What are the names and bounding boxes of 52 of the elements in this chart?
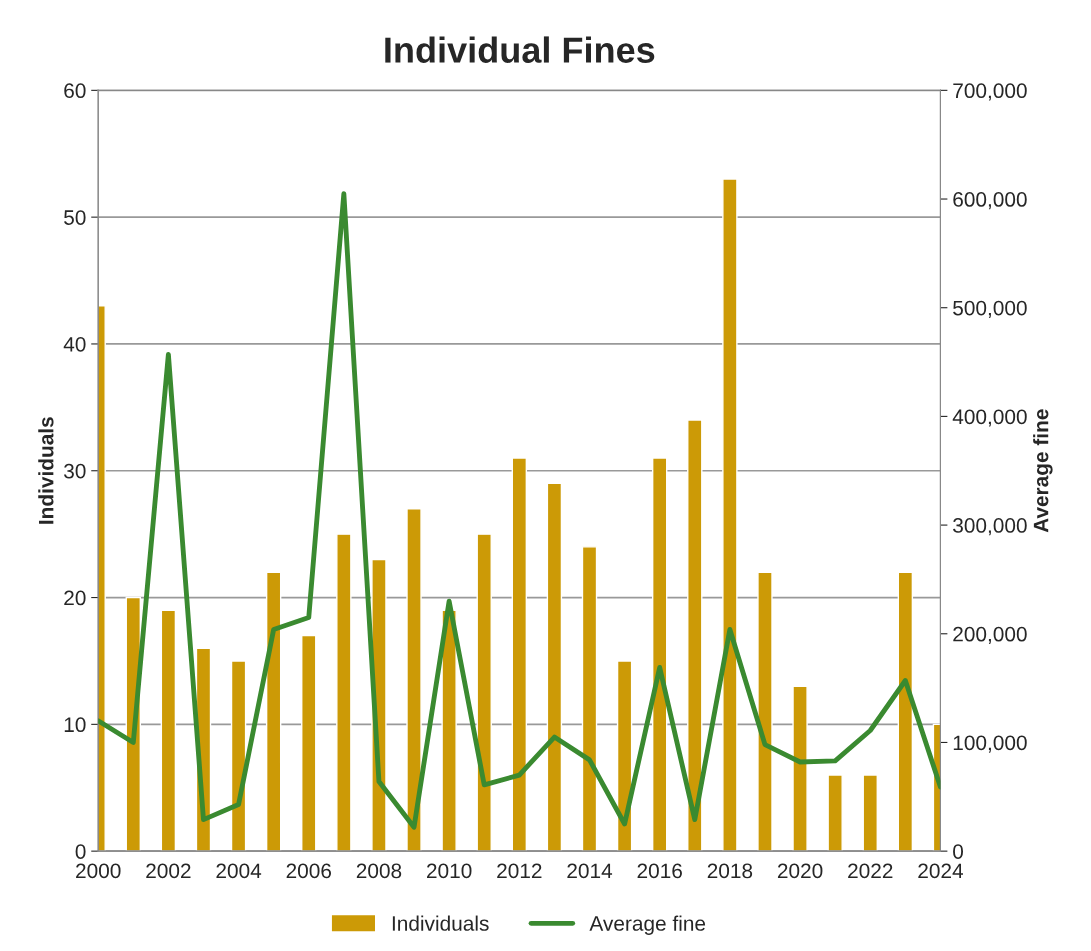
y-tick-label: 50 — [64, 210, 86, 225]
x-tick-label: 2002 — [146, 863, 191, 879]
y-tick-label: 60 — [64, 83, 86, 99]
y2-tick-label: 200,000 — [953, 626, 1027, 644]
bar — [757, 571, 773, 852]
x-tick-label: 2008 — [356, 863, 402, 879]
y-axis-title: Individuals — [38, 417, 54, 524]
bar — [476, 533, 492, 852]
y2-tick-label: 600,000 — [953, 192, 1027, 210]
y2-tick-label: 400,000 — [952, 409, 1027, 427]
bar — [687, 419, 703, 852]
bar — [406, 508, 422, 852]
bar — [301, 634, 317, 852]
x-tick-label: 2004 — [216, 863, 262, 879]
bar — [265, 571, 282, 852]
bar — [651, 457, 668, 852]
x-tick-label: 2024 — [918, 863, 964, 879]
bar — [511, 457, 528, 852]
bar — [160, 609, 177, 852]
y2-tick-label: 300,000 — [953, 518, 1027, 536]
line-series — [98, 191, 941, 830]
bar — [897, 571, 914, 852]
legend-label: Individuals — [392, 915, 489, 931]
y-tick-label: 20 — [64, 590, 86, 606]
y2-tick-label: 700,000 — [953, 83, 1027, 101]
bar — [336, 533, 352, 852]
bar — [827, 774, 843, 852]
y-tick-label: 10 — [64, 717, 86, 733]
y-tick-label: 40 — [63, 336, 86, 352]
x-tick-label: 2006 — [286, 863, 332, 879]
x-tick-label: 2022 — [848, 863, 893, 879]
chart-title: Individual Fines — [385, 36, 655, 63]
x-tick-label: 2018 — [707, 863, 753, 879]
bar — [722, 178, 738, 852]
x-tick-label: 2014 — [567, 863, 613, 879]
bar — [862, 774, 878, 852]
y2-axis-title: Average fine — [1033, 409, 1053, 533]
x-tick-label: 2020 — [777, 863, 823, 879]
legend-label: Average fine — [589, 915, 706, 935]
bar — [441, 609, 457, 852]
y-tick-label: 30 — [64, 463, 86, 479]
x-tick-label: 2010 — [427, 863, 472, 879]
y2-tick-label: 100,000 — [953, 735, 1027, 753]
bar — [546, 482, 563, 852]
x-tick-label: 2000 — [76, 863, 121, 879]
x-tick-label: 2012 — [497, 863, 542, 879]
bar — [581, 546, 598, 852]
bar — [792, 685, 808, 852]
y2-tick-label: 0 — [953, 844, 964, 859]
y2-tick-label: 500,000 — [953, 300, 1027, 318]
x-tick-label: 2016 — [637, 863, 682, 879]
y-tick-label: 0 — [75, 844, 86, 859]
